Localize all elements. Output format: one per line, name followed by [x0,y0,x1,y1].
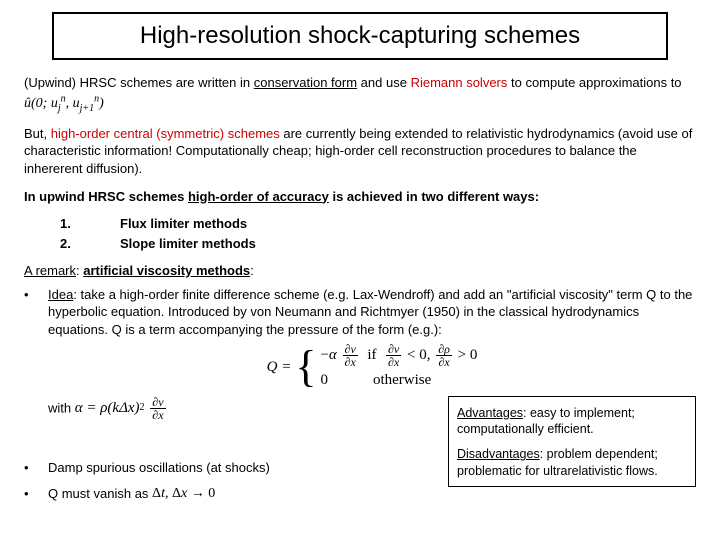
case-2: 0 otherwise [320,370,477,390]
bullet-text: Idea: take a high-order finite differenc… [48,286,696,487]
limit-formula: Δt, Δx → 0 [152,486,215,501]
list-item: 2. Slope limiter methods [24,235,696,253]
flux-formula: û(0; ujn, uj+1n) [24,96,104,111]
item-label: Slope limiter methods [120,235,256,253]
text: is achieved in two different ways: [329,189,539,204]
text: (Upwind) HRSC schemes are written in [24,75,254,90]
riemann-solvers: Riemann solvers [411,75,508,90]
bullet-icon: • [24,459,48,477]
bullets: • Idea: take a high-order finite differe… [24,286,696,504]
vanish-text: Q must vanish as Δt, Δx → 0 [48,485,696,504]
remark-heading: A remark: artificial viscosity methods: [24,262,696,280]
text: and use [357,75,411,90]
q-equation: Q = { −α ∂v∂x if ∂v∂x < 0, ∂ρ∂x > 0 0 ot… [48,342,696,391]
page-title: High-resolution shock-capturing schemes [64,20,656,52]
bullet-item: • Q must vanish as Δt, Δx → 0 [24,485,696,504]
central-schemes: high-order central (symmetric) schemes [51,126,280,141]
text: Q must vanish as [48,486,152,501]
adv-label: Advantages [457,406,523,420]
title-box: High-resolution shock-capturing schemes [52,12,668,60]
item-number: 1. [24,215,120,233]
high-order: high-order of accuracy [188,189,329,204]
text: But, [24,126,51,141]
list-item: 1. Flux limiter methods [24,215,696,233]
with-label: with [48,400,75,415]
advantages: Advantages: easy to implement; computati… [457,405,687,439]
central-schemes-para: But, high-order central (symmetric) sche… [24,125,696,178]
methods-list: 1. Flux limiter methods 2. Slope limiter… [24,215,696,252]
accuracy-para: In upwind HRSC schemes high-order of acc… [24,188,696,206]
idea-text: : take a high-order finite difference sc… [48,287,692,337]
item-number: 2. [24,235,120,253]
bullet-icon: • [24,485,48,504]
remark-label: A remark [24,263,76,278]
alpha-equation: α = ρ(kΔx)2 ∂v∂x [75,396,168,421]
bullet-icon: • [24,286,48,487]
bullet-item: • Idea: take a high-order finite differe… [24,286,696,487]
idea-label: Idea [48,287,73,302]
damp-text: Damp spurious oscillations (at shocks) [48,459,696,477]
bullet-item: • Damp spurious oscillations (at shocks) [24,459,696,477]
av-methods: artificial viscosity methods [83,263,250,278]
case-1: −α ∂v∂x if ∂v∂x < 0, ∂ρ∂x > 0 [320,343,477,368]
text: In upwind HRSC schemes [24,189,188,204]
text: to compute approximations to [507,75,681,90]
intro-para: (Upwind) HRSC schemes are written in con… [24,74,696,115]
item-label: Flux limiter methods [120,215,247,233]
text: : [250,263,254,278]
conservation-form: conservation form [254,75,357,90]
